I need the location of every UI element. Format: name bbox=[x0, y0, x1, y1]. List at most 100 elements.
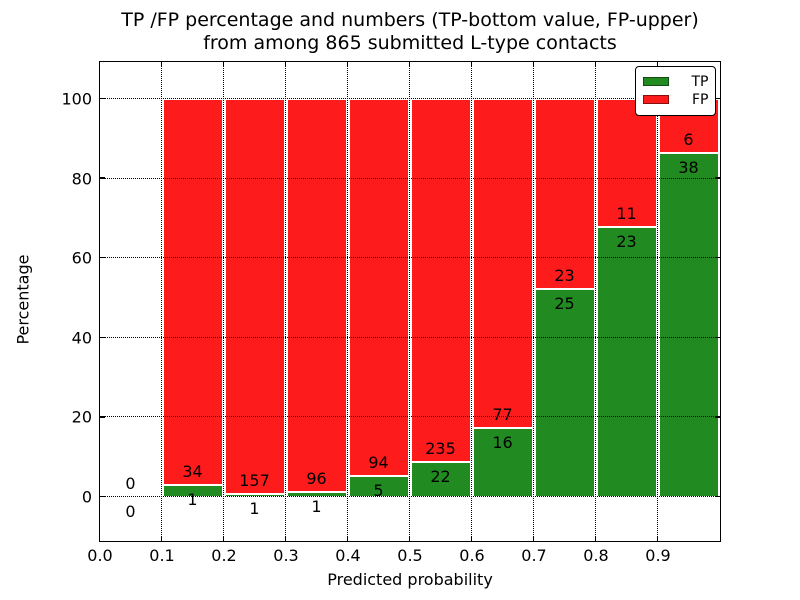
vertical-gridline bbox=[285, 61, 286, 541]
bar-segment-tp bbox=[286, 492, 347, 497]
y-tick-label: 80 bbox=[71, 169, 92, 189]
tp-count-label: 16 bbox=[492, 433, 513, 453]
x-tick-mark bbox=[656, 61, 659, 67]
x-tick-label: 0.0 bbox=[87, 546, 113, 565]
bar-segment-tp bbox=[348, 476, 409, 497]
x-tick-label: 0.9 bbox=[645, 546, 671, 565]
chart-title-line2: from among 865 submitted L-type contacts bbox=[203, 32, 617, 54]
tp-count-label: 1 bbox=[249, 499, 260, 518]
x-tick-mark bbox=[98, 61, 101, 67]
vertical-gridline bbox=[223, 61, 224, 541]
legend: TP FP bbox=[634, 65, 716, 116]
y-tick-mark bbox=[99, 97, 105, 100]
x-tick-mark bbox=[408, 61, 411, 67]
bar-segment-tp bbox=[596, 227, 657, 497]
y-axis-label: Percentage bbox=[13, 254, 33, 345]
x-tick-mark bbox=[160, 61, 163, 67]
tp-count-label: 22 bbox=[430, 467, 451, 487]
x-tick-label: 0.4 bbox=[335, 546, 361, 565]
bar-segment-fp bbox=[224, 98, 285, 494]
x-tick-mark bbox=[346, 535, 349, 541]
bar-segment-tp bbox=[658, 152, 719, 497]
fp-count-label: 6 bbox=[683, 129, 694, 149]
x-tick-mark bbox=[284, 535, 287, 541]
x-tick-mark bbox=[470, 61, 473, 67]
x-tick-mark bbox=[222, 535, 225, 541]
legend-item-fp: FP bbox=[642, 91, 709, 108]
bar-segment-fp bbox=[286, 98, 347, 493]
annotations-layer: 0 0 34 1 157 1 96 1 94 5 235 22 77 16 23 25 11 23 6 38 bbox=[100, 62, 720, 541]
fp-count-label: 77 bbox=[492, 405, 513, 425]
fp-count-label: 94 bbox=[368, 453, 389, 473]
legend-label-tp: TP bbox=[691, 73, 709, 90]
bar-segment-tp bbox=[410, 462, 471, 497]
y-tick-mark bbox=[714, 177, 720, 179]
x-tick-mark bbox=[656, 535, 659, 541]
x-tick-label: 0.7 bbox=[521, 546, 547, 565]
y-tick-label: 20 bbox=[71, 407, 92, 427]
tp-count-label: 1 bbox=[187, 490, 198, 510]
tp-count-label: 5 bbox=[373, 481, 384, 501]
x-axis-label: Predicted probability bbox=[327, 570, 493, 589]
y-tick-mark bbox=[714, 256, 720, 259]
tp-count-label: 25 bbox=[554, 294, 575, 314]
fp-count-label: 23 bbox=[554, 266, 575, 286]
x-tick-mark bbox=[408, 535, 411, 541]
fp-count-label: 11 bbox=[616, 204, 637, 224]
x-tick-label: 0.3 bbox=[273, 546, 299, 565]
vertical-gridline bbox=[161, 61, 162, 541]
bar-segment-tp bbox=[472, 428, 533, 497]
bar-segment-tp bbox=[162, 485, 223, 497]
y-tick-mark bbox=[714, 336, 720, 339]
vertical-gridline bbox=[471, 61, 472, 541]
x-tick-mark bbox=[98, 535, 101, 541]
fp-count-label: 96 bbox=[306, 469, 327, 489]
x-tick-label: 0.6 bbox=[459, 546, 485, 565]
chart-title-line1: TP /FP percentage and numbers (TP-bottom… bbox=[121, 9, 699, 31]
tp-count-label: 23 bbox=[616, 232, 637, 252]
fp-count-label: 34 bbox=[182, 462, 203, 482]
y-tick-mark bbox=[99, 416, 105, 418]
tp-color-swatch-icon bbox=[642, 77, 669, 86]
vertical-gridline bbox=[595, 61, 596, 541]
x-tick-label: 0.5 bbox=[397, 546, 423, 565]
vertical-gridline bbox=[533, 61, 534, 541]
x-tick-mark bbox=[532, 535, 535, 541]
x-tick-label: 0.8 bbox=[583, 546, 609, 565]
fp-count-label: 157 bbox=[239, 471, 270, 490]
ticks-layer bbox=[98, 61, 720, 541]
bar-segment-tp bbox=[534, 289, 595, 497]
x-tick-mark bbox=[346, 61, 349, 67]
y-tick-label: 60 bbox=[71, 248, 92, 268]
y-tick-mark bbox=[99, 336, 105, 339]
x-tick-mark bbox=[222, 61, 225, 67]
y-tick-mark bbox=[714, 495, 720, 498]
x-tick-label: 0.1 bbox=[149, 546, 175, 565]
bar-segment-fp bbox=[596, 98, 657, 228]
y-tick-label: 40 bbox=[71, 328, 92, 348]
tp-count-label: 1 bbox=[311, 497, 322, 517]
y-tick-mark bbox=[714, 97, 720, 100]
legend-item-tp: TP bbox=[642, 73, 709, 90]
bar-segment-fp bbox=[348, 98, 409, 477]
bar-segment-fp bbox=[410, 98, 471, 463]
y-tick-label: 0 bbox=[81, 487, 92, 507]
vertical-gridline bbox=[409, 61, 410, 541]
y-tick-mark bbox=[714, 416, 720, 418]
x-tick-mark bbox=[284, 61, 287, 67]
x-tick-mark bbox=[594, 61, 597, 67]
y-tick-label: 100 bbox=[61, 89, 92, 109]
chart-title: TP /FP percentage and numbers (TP-bottom… bbox=[100, 9, 720, 55]
x-tick-mark bbox=[470, 535, 473, 541]
tp-count-label: 38 bbox=[678, 157, 699, 177]
fp-color-swatch-icon bbox=[642, 95, 669, 104]
plot-area: 0 0 34 1 157 1 96 1 94 5 235 22 77 16 23 25 11 23 6 38 TP F… bbox=[98, 60, 721, 542]
legend-label-fp: FP bbox=[692, 91, 709, 108]
gridlines-layer bbox=[99, 61, 720, 541]
x-tick-mark bbox=[594, 535, 597, 541]
tp-count-label: 0 bbox=[125, 501, 136, 521]
x-tick-mark bbox=[160, 535, 163, 541]
bar-segment-fp bbox=[472, 98, 533, 429]
bar-segment-fp bbox=[162, 98, 223, 486]
